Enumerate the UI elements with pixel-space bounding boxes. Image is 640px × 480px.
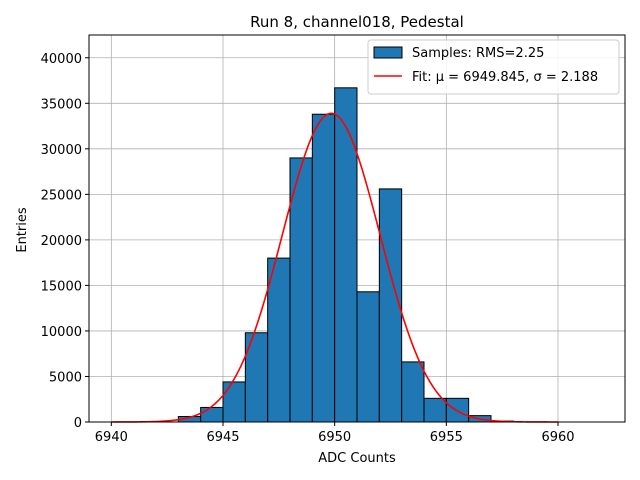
histogram-bar [356, 291, 380, 423]
y-axis-ticks: 0 5000 10000 15000 20000 25000 30000 35000 40000 [41, 52, 89, 431]
y-axis-label: Entries [15, 207, 30, 253]
x-axis-ticks: 6940 6945 6950 6955 6960 [95, 422, 575, 445]
fit-curve [111, 112, 558, 423]
legend: Samples: RMS=2.25 Fit: μ = 6949.845, σ =… [367, 39, 620, 95]
legend-samples-label: Samples: RMS=2.25 [412, 46, 544, 61]
histogram-bar [401, 361, 425, 423]
legend-fit-label: Fit: μ = 6949.845, σ = 2.188 [412, 70, 598, 85]
histogram-bar [334, 87, 358, 423]
histogram-bar [378, 188, 403, 423]
fit-curve-layer [111, 112, 558, 423]
y-tick-label: 35000 [41, 97, 82, 112]
histogram-bars [177, 87, 514, 423]
x-tick-label: 6960 [541, 430, 574, 445]
y-tick-label: 40000 [41, 52, 82, 67]
y-tick-label: 15000 [41, 279, 82, 294]
x-tick-label: 6950 [318, 430, 351, 445]
chart-title: Run 8, channel018, Pedestal [250, 13, 464, 31]
legend-samples-swatch [373, 46, 403, 59]
plot-frame [88, 34, 626, 423]
y-tick-label: 30000 [41, 143, 82, 158]
y-tick-label: 5000 [49, 370, 82, 385]
x-tick-label: 6945 [206, 430, 239, 445]
y-tick-label: 25000 [41, 188, 82, 203]
histogram-bar [289, 157, 313, 423]
x-tick-label: 6955 [430, 430, 463, 445]
y-tick-label: 20000 [41, 234, 82, 249]
histogram-bar [200, 406, 224, 423]
histogram-bar [222, 381, 246, 423]
x-tick-label: 6940 [95, 430, 128, 445]
y-tick-label: 10000 [41, 325, 82, 340]
x-axis-label: ADC Counts [318, 451, 396, 466]
histogram-bar [311, 113, 336, 423]
y-tick-label: 0 [74, 416, 82, 431]
legend-box [367, 39, 620, 95]
histogram-bar [423, 397, 447, 423]
histogram-bar [267, 257, 291, 423]
